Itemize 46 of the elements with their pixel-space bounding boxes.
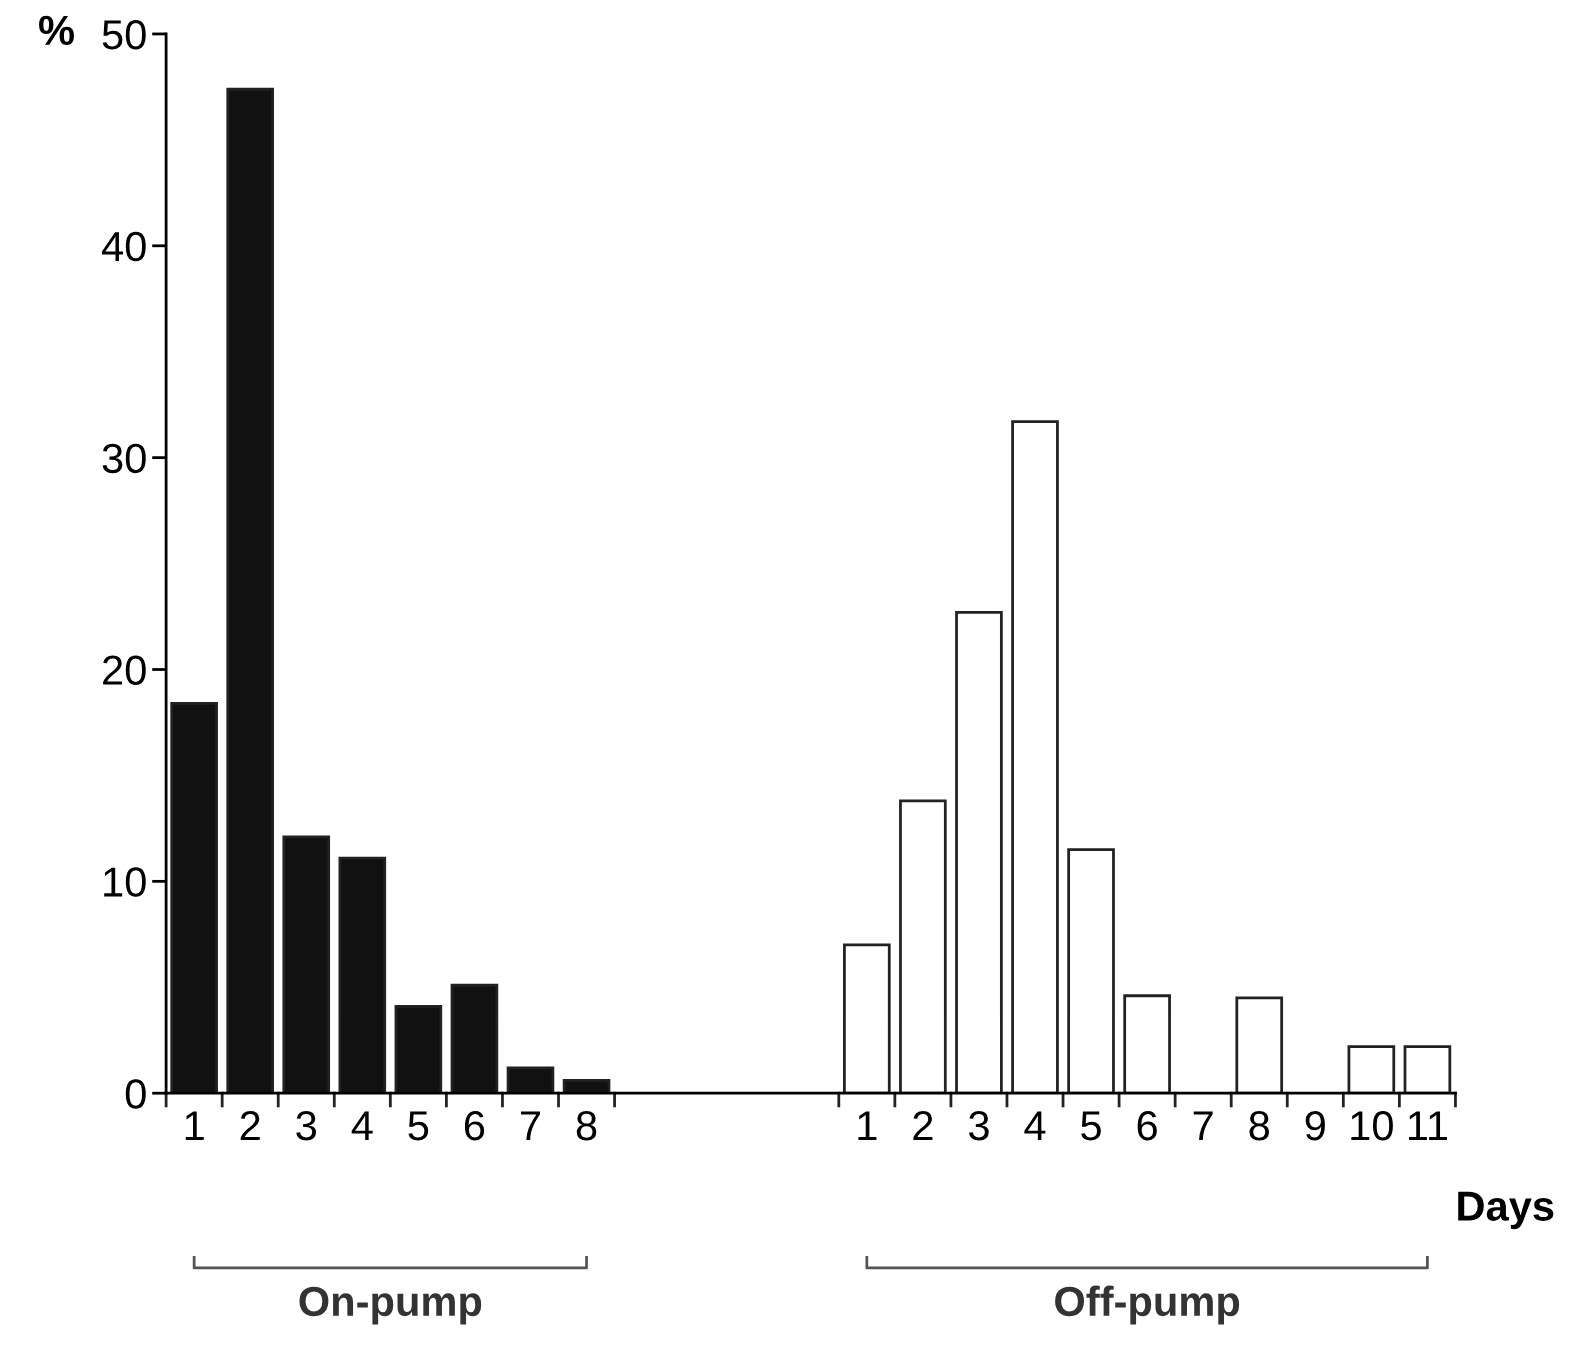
x-tick-label: 2: [913, 1110, 933, 1141]
x-tick-label: 1: [858, 1111, 877, 1141]
bar: [1123, 994, 1171, 1094]
x-tick-label: 4: [1024, 1111, 1046, 1141]
x-tick-label: 11: [1408, 1111, 1448, 1141]
x-tick-label: 6: [1137, 1110, 1157, 1141]
y-tick-label: 10: [104, 867, 146, 897]
bar: [226, 87, 275, 1094]
bar: [1011, 420, 1059, 1094]
bar: [899, 799, 947, 1094]
x-tick-label: 8: [576, 1110, 597, 1141]
bar: [450, 983, 499, 1094]
bar: [394, 1004, 443, 1094]
bar: [562, 1079, 611, 1094]
x-tick-label: 7: [1193, 1111, 1213, 1141]
bar: [1347, 1045, 1396, 1094]
bar: [282, 835, 331, 1094]
x-tick-label: 5: [408, 1111, 429, 1141]
x-tick-label: 7: [521, 1111, 540, 1141]
x-tick-label: 4: [351, 1111, 373, 1141]
y-tick-label: 30: [102, 443, 146, 474]
x-tick-label: 3: [968, 1110, 989, 1141]
bar: [338, 856, 387, 1094]
bar: [843, 943, 891, 1094]
bar: [1235, 996, 1284, 1094]
bar: [1403, 1045, 1452, 1094]
y-tick-label: 0: [125, 1079, 146, 1109]
x-tick-label: 8: [1249, 1110, 1270, 1141]
bar: [1067, 848, 1115, 1094]
x-tick-label: 5: [1081, 1111, 1101, 1141]
x-tick-label: 1: [185, 1111, 204, 1141]
text: On-pump: [299, 1286, 482, 1325]
text: Off-pump: [1055, 1285, 1240, 1325]
y-tick-label: 20: [103, 655, 146, 685]
y-axis-title: %: [39, 15, 74, 46]
x-tick-label: 2: [240, 1110, 260, 1141]
x-axis-title: Days: [1458, 1191, 1554, 1230]
x-tick-label: 10: [1351, 1110, 1393, 1141]
bar: [955, 610, 1003, 1094]
bar: [506, 1066, 555, 1094]
y-tick-label: 40: [101, 231, 146, 262]
bar: [170, 702, 218, 1094]
x-tick-label: 3: [296, 1110, 317, 1141]
x-tick-label: 9: [1305, 1110, 1325, 1141]
x-tick-label: 6: [464, 1110, 485, 1141]
y-tick-label: 50: [102, 19, 146, 50]
